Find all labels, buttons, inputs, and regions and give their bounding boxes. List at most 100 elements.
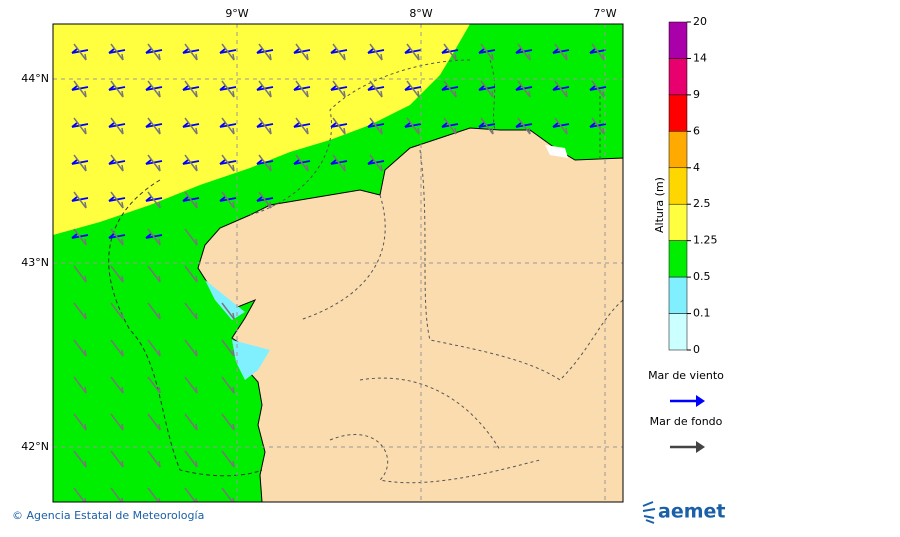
lat-label: 42°N	[21, 440, 49, 453]
swell-arrow	[221, 191, 235, 209]
swell-arrow	[480, 43, 494, 61]
lon-label: 8°W	[409, 7, 432, 20]
swell-arrow	[443, 80, 457, 98]
ria	[205, 280, 245, 320]
swell-arrow	[591, 117, 605, 135]
swell-arrow-head	[380, 164, 383, 172]
swell-arrow-head	[121, 201, 124, 209]
colorbar: 20 14 9 6 4 2.5 1.25 0.5 0.1 0	[668, 15, 718, 356]
swell-arrow	[443, 43, 457, 61]
swell-arrow-head	[121, 423, 124, 431]
swell-arrow-head	[158, 164, 161, 172]
wind-arrow-head	[552, 48, 559, 54]
wind-arrow-head	[145, 122, 152, 128]
colorbar-band	[668, 167, 688, 205]
swell-arrow	[184, 265, 198, 283]
swell-arrow	[517, 117, 531, 135]
swell-arrow-head	[528, 90, 531, 98]
logo-text: aemet	[658, 501, 725, 523]
swell-arrow	[147, 80, 161, 98]
swell-arrow-head	[454, 90, 457, 98]
swell-arrow-head	[565, 90, 568, 98]
swell-arrow-head	[343, 164, 346, 172]
swell-arrow	[110, 117, 124, 135]
swell-arrow-head	[454, 127, 457, 135]
swell-arrow-head	[84, 238, 87, 246]
wind-arrow-head	[256, 196, 263, 202]
swell-arrow	[295, 117, 309, 135]
wind-arrow-head	[182, 85, 189, 91]
wind-arrow-head	[71, 196, 78, 202]
colorbar-label: 0.1	[693, 307, 711, 320]
swell-arrow-head	[454, 53, 457, 61]
swell-arrow-head	[269, 90, 272, 98]
swell-arrow	[147, 450, 161, 468]
wind-arrow-head	[71, 233, 78, 239]
swell-arrow-head	[158, 460, 161, 468]
swell-arrow-head	[380, 90, 383, 98]
wind-arrow-head	[589, 85, 596, 91]
colorbar-label: 14	[693, 51, 707, 64]
lat-label: 44°N	[21, 72, 49, 85]
wind-arrow-head	[71, 159, 78, 165]
swell-arrow	[110, 487, 123, 502]
swell-arrow	[480, 117, 494, 135]
swell-arrow-head	[195, 201, 198, 209]
wind-arrow-head	[219, 159, 226, 165]
swell-arrow	[73, 339, 87, 357]
swell-arrow-head	[343, 53, 346, 61]
swell-arrow	[73, 191, 87, 209]
swell-arrow	[73, 413, 87, 431]
swell-arrow	[332, 80, 346, 98]
map-frame	[52, 23, 624, 503]
swell-arrow	[73, 487, 86, 502]
wind-arrow-head	[404, 122, 411, 128]
swell-arrow-head	[158, 386, 161, 394]
swell-arrow	[110, 154, 124, 172]
swell-arrow-head	[232, 90, 235, 98]
swell-arrow-head	[306, 90, 309, 98]
swell-arrow-head	[121, 460, 124, 468]
swell-arrow-head	[195, 423, 198, 431]
ria	[232, 340, 270, 380]
swell-arrow-head	[417, 90, 420, 98]
graticule	[53, 24, 623, 502]
swell-arrow-head	[306, 164, 309, 172]
swell-arrow	[554, 43, 568, 61]
swell-arrow-head	[121, 497, 124, 502]
swell-arrow-head	[158, 127, 161, 135]
swell-arrow	[110, 450, 124, 468]
swell-arrow	[406, 80, 420, 98]
swell-arrow-head	[232, 127, 235, 135]
swell-arrow	[591, 80, 605, 98]
swell-arrow	[110, 191, 124, 209]
wind-arrow-head	[330, 85, 337, 91]
colorbar-label: 0.5	[693, 270, 711, 283]
wind-arrow-head	[589, 48, 596, 54]
wind-arrow-head	[589, 122, 596, 128]
swell-arrow	[443, 117, 457, 135]
swell-arrow	[110, 302, 124, 320]
swell-arrow-head	[417, 127, 420, 135]
swell-arrow-head	[491, 90, 494, 98]
swell-arrow-head	[306, 127, 309, 135]
swell-arrow-head	[232, 423, 235, 431]
wind-arrow-head	[330, 122, 337, 128]
swell-arrow-head	[84, 497, 87, 502]
colorbar-label: 20	[693, 15, 707, 28]
wind-arrow-head	[145, 85, 152, 91]
swell-arrow-head	[195, 90, 198, 98]
swell-arrow	[480, 80, 494, 98]
wind-arrow-head	[441, 85, 448, 91]
swell-arrow-head	[232, 349, 235, 357]
swell-arrow	[184, 339, 198, 357]
swell-arrow-head	[417, 53, 420, 61]
legend-label: Mar de fondo	[650, 415, 723, 428]
swell-arrow-head	[195, 53, 198, 61]
wind-arrow-head	[145, 159, 152, 165]
swell-arrow-head	[232, 164, 235, 172]
colorbar-band	[668, 313, 688, 351]
swell-arrow	[147, 154, 161, 172]
wind-arrow-head	[441, 48, 448, 54]
swell-arrow	[73, 265, 87, 283]
